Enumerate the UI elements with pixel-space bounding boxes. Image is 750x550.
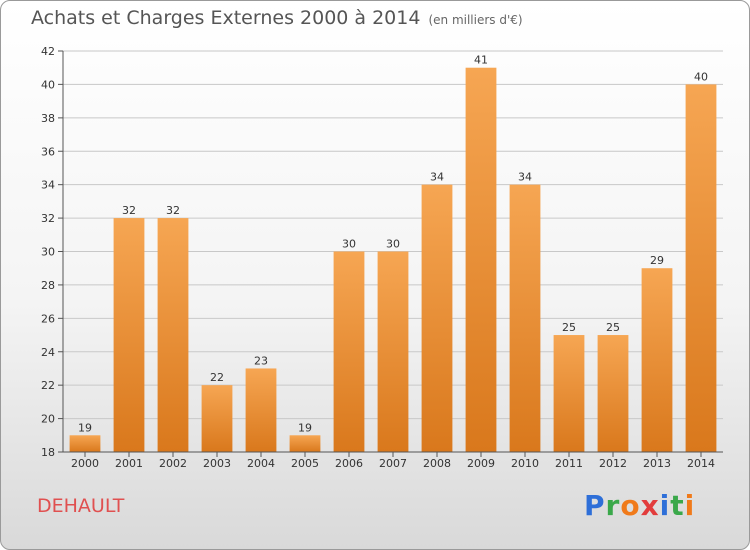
bars — [69, 67, 717, 453]
logo-letter: o — [620, 489, 641, 522]
y-tick-label: 34 — [41, 179, 55, 192]
y-tick-label: 24 — [41, 346, 55, 359]
bar-2011 — [553, 335, 585, 452]
bar-2010 — [509, 184, 541, 452]
data-label-2005: 19 — [298, 421, 312, 434]
axes: 18 20 22 24 26 28 30 32 34 36 38 40 42 2000 2001 2002 20… — [41, 45, 723, 470]
x-tick-label: 2003 — [203, 457, 231, 470]
y-tick-label: 32 — [41, 212, 55, 225]
x-tick-label: 2014 — [687, 457, 715, 470]
bar-2001 — [113, 218, 145, 452]
x-tick-label: 2004 — [247, 457, 275, 470]
data-label-2001: 32 — [122, 204, 136, 217]
proxiti-logo: Proxiti — [584, 489, 695, 522]
x-tick-label: 2011 — [555, 457, 583, 470]
bar-2012 — [597, 335, 629, 452]
data-label-2011: 25 — [562, 321, 576, 334]
x-tick-label: 2008 — [423, 457, 451, 470]
x-tick-label: 2012 — [599, 457, 627, 470]
logo-letter: i — [659, 489, 671, 522]
logo-letter: x — [640, 489, 660, 522]
data-label-2004: 23 — [254, 354, 268, 367]
y-tick-label: 38 — [41, 112, 55, 125]
x-tick-label: 2000 — [71, 457, 99, 470]
y-tick-label: 22 — [41, 379, 55, 392]
logo-letter: t — [670, 489, 685, 522]
x-tick-label: 2007 — [379, 457, 407, 470]
bar-2014 — [685, 84, 717, 453]
y-tick-label: 42 — [41, 45, 55, 58]
bar-2005 — [289, 435, 321, 452]
bar-2008 — [421, 184, 453, 452]
data-label-2012: 25 — [606, 321, 620, 334]
bar-2013 — [641, 268, 673, 452]
bar-2006 — [333, 251, 365, 452]
chart-subtitle: (en milliers d'€) — [428, 13, 523, 27]
data-label-2000: 19 — [78, 421, 92, 434]
logo-letter: P — [584, 489, 606, 522]
y-tick-label: 28 — [41, 279, 55, 292]
y-tick-label: 18 — [41, 446, 55, 459]
bar-2003 — [201, 385, 233, 452]
logo-letter: r — [605, 489, 621, 522]
y-tick-label: 40 — [41, 78, 55, 91]
bar-2002 — [157, 218, 189, 452]
data-labels: 19 32 32 22 23 19 30 30 34 41 34 25 25 29 40 — [78, 54, 708, 435]
y-tick-label: 30 — [41, 246, 55, 259]
x-tick-label: 2009 — [467, 457, 495, 470]
x-tick-label: 2001 — [115, 457, 143, 470]
data-label-2014: 40 — [694, 70, 708, 83]
commune-name: DEHAULT — [37, 495, 125, 517]
bar-2000 — [69, 435, 101, 452]
x-tick-label: 2010 — [511, 457, 539, 470]
data-label-2002: 32 — [166, 204, 180, 217]
x-tick-label: 2013 — [643, 457, 671, 470]
data-label-2006: 30 — [342, 238, 356, 251]
bar-2007 — [377, 251, 409, 452]
logo-letter: i — [684, 489, 696, 522]
bar-chart: 18 20 22 24 26 28 30 32 34 36 38 40 42 2000 2001 2002 20… — [41, 45, 723, 470]
chart-title: Achats et Charges Externes 2000 à 2014 (e… — [31, 7, 523, 29]
y-tick-label: 36 — [41, 145, 55, 158]
x-tick-label: 2002 — [159, 457, 187, 470]
data-label-2008: 34 — [430, 171, 444, 184]
data-label-2010: 34 — [518, 171, 532, 184]
data-label-2003: 22 — [210, 371, 224, 384]
y-tick-label: 20 — [41, 413, 55, 426]
bar-2004 — [245, 368, 277, 452]
y-tick-label: 26 — [41, 312, 55, 325]
data-label-2013: 29 — [650, 254, 664, 267]
x-tick-label: 2005 — [291, 457, 319, 470]
x-tick-label: 2006 — [335, 457, 363, 470]
chart-title-text: Achats et Charges Externes 2000 à 2014 — [31, 7, 421, 29]
data-label-2009: 41 — [474, 54, 488, 67]
bar-2009 — [465, 67, 497, 452]
data-label-2007: 30 — [386, 238, 400, 251]
